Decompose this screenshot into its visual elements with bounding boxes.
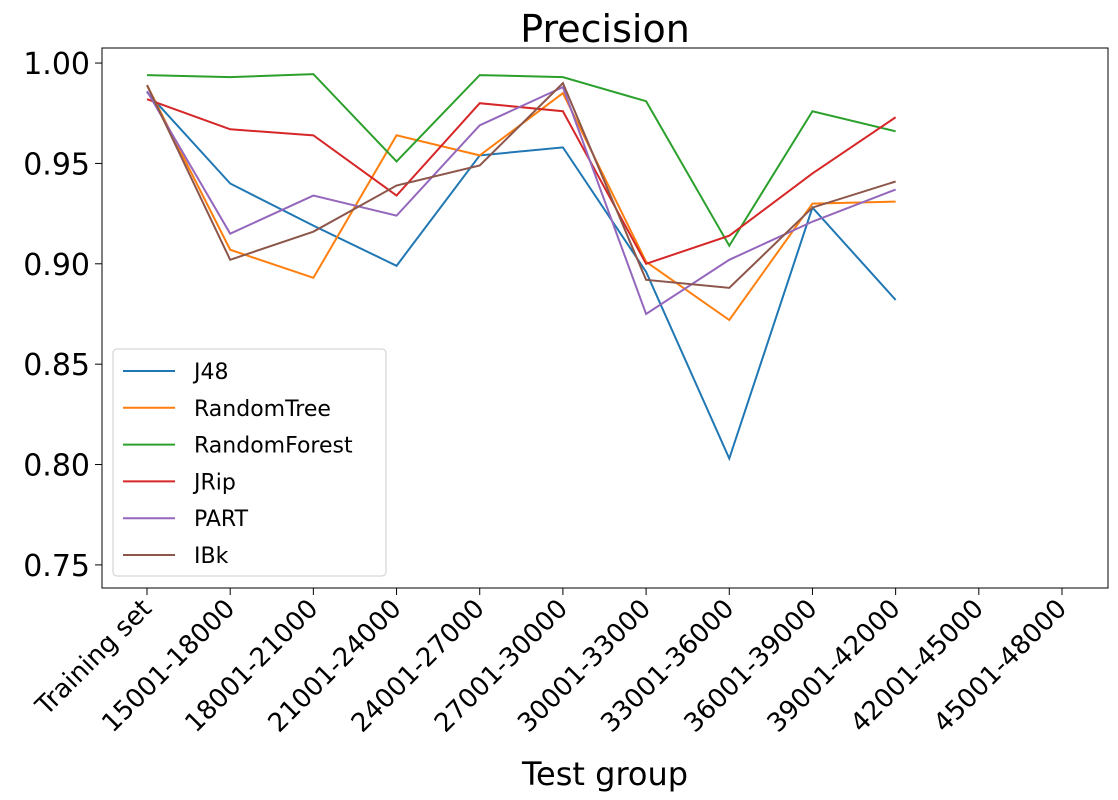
legend-label: JRip <box>192 470 236 495</box>
line-series <box>146 73 896 248</box>
y-tick-label: 0.95 <box>23 147 90 182</box>
y-tick-label: 0.75 <box>23 549 90 584</box>
line-series <box>146 81 896 289</box>
chart-title: Precision <box>520 7 690 51</box>
plot-area <box>101 47 1109 589</box>
line-series <box>146 91 897 462</box>
legend-label: RandomTree <box>194 397 331 422</box>
y-tick-label: 0.90 <box>23 248 90 283</box>
legend-box <box>112 348 387 577</box>
legend-label: J48 <box>192 360 228 385</box>
legend-label: PART <box>194 507 249 532</box>
legend-label: IBk <box>194 544 229 569</box>
x-axis-label: Test group <box>521 755 688 793</box>
y-tick-label: 0.80 <box>23 449 90 484</box>
y-tick-label: 1.00 <box>23 47 90 82</box>
legend-label: RandomForest <box>194 434 353 459</box>
y-tick-label: 0.85 <box>23 348 90 383</box>
line-series <box>146 85 896 316</box>
line-series <box>146 84 896 322</box>
